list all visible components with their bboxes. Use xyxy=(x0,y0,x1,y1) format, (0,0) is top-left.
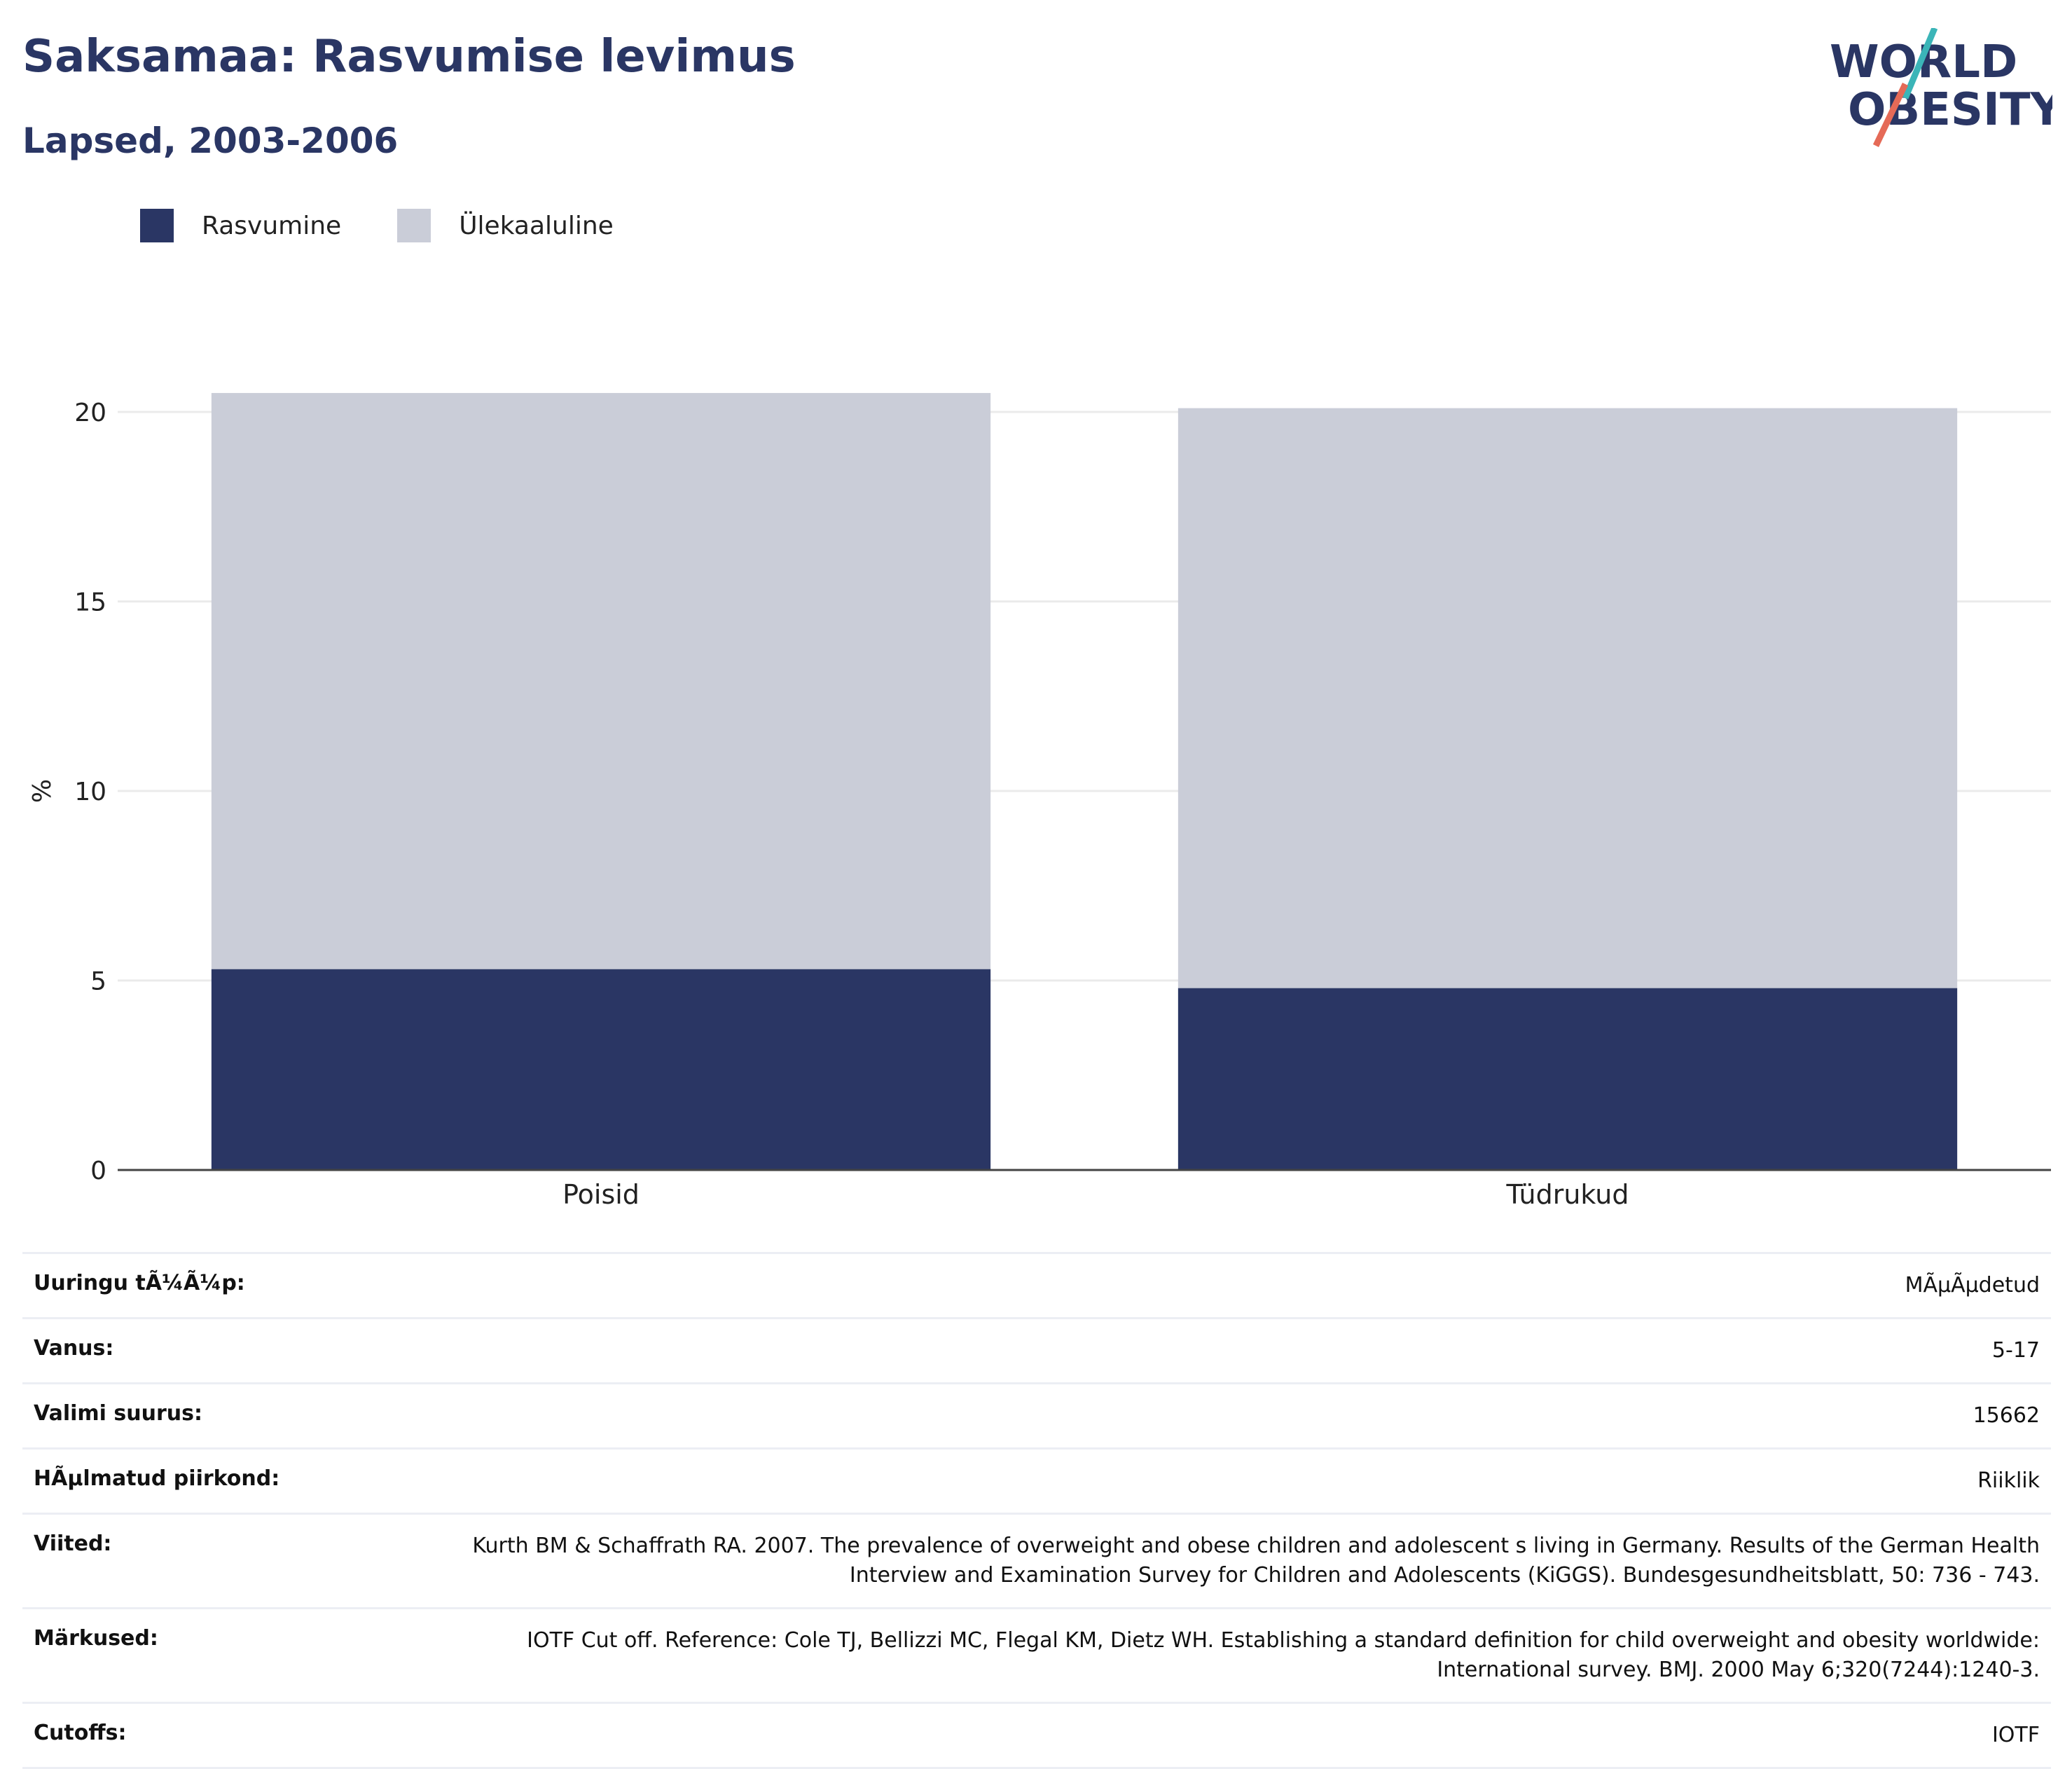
info-row: Uuringu tÃ¼Ã¼p: MÃµÃµdetud xyxy=(22,1252,2051,1317)
info-label: Uuringu tÃ¼Ã¼p: xyxy=(34,1271,245,1295)
legend-item-obesity: Rasvumine xyxy=(140,209,341,242)
survey-info-table: Uuringu tÃ¼Ã¼p: MÃµÃµdetud Vanus: 5-17 Valim… xyxy=(22,1252,2051,1769)
logo-slash-teal xyxy=(1902,28,1938,99)
info-value: Kurth BM & Schaffrath RA. 2007. The prev… xyxy=(472,1534,2040,1588)
chart-subtitle: Lapsed, 2003-2006 xyxy=(22,121,399,161)
info-value: 15662 xyxy=(1973,1403,2040,1428)
bar-obesity-1 xyxy=(211,969,991,1170)
legend-item-overweight: Ülekaaluline xyxy=(397,209,614,242)
info-label: Märkused: xyxy=(34,1626,158,1651)
y-axis-label: % xyxy=(28,779,57,803)
info-row: Märkused: IOTF Cut off. Reference: Cole T… xyxy=(22,1607,2051,1702)
info-label: Viited: xyxy=(34,1531,112,1556)
info-value: IOTF xyxy=(1991,1723,2040,1747)
info-label: Valimi suurus: xyxy=(34,1401,202,1426)
stacked-bar-chart: 0 5 10 15 20% Poisid Tüdrukud xyxy=(28,392,2051,1210)
info-value: Riiklik xyxy=(1977,1468,2040,1493)
logo-slash-coral xyxy=(1872,83,1909,147)
info-value: MÃµÃµdetud xyxy=(1905,1273,2040,1298)
info-label: Cutoffs: xyxy=(34,1721,127,1745)
bar-overweight-1 xyxy=(211,392,991,970)
x-category-label-1: Poisid xyxy=(562,1179,640,1210)
logo-word-obesity: OBESITY xyxy=(1848,84,2052,136)
info-row: Vanus: 5-17 xyxy=(22,1317,2051,1382)
chart-title: Saksamaa: Rasvumise levimus xyxy=(22,31,796,83)
chart-legend: Rasvumine Ülekaaluline xyxy=(140,209,670,242)
legend-label-obesity: Rasvumine xyxy=(202,211,342,240)
x-category-label-2: Tüdrukud xyxy=(1506,1179,1629,1210)
info-row: Viited: Kurth BM & Schaffrath RA. 2007. T… xyxy=(22,1513,2051,1607)
world-obesity-logo: WORLD OBESITY xyxy=(1830,28,2052,147)
bar-obesity-2 xyxy=(1177,988,1958,1170)
info-row: HÃµlmatud piirkond: Riiklik xyxy=(22,1447,2051,1513)
bar-overweight-2 xyxy=(1177,408,1958,989)
info-label: HÃµlmatud piirkond: xyxy=(34,1466,280,1491)
y-tick-label-20: 20 xyxy=(74,399,106,427)
y-tick-label-15: 15 xyxy=(74,588,106,617)
legend-swatch-obesity xyxy=(140,209,174,242)
y-tick-label-5: 5 xyxy=(90,968,106,996)
info-row: Cutoffs: IOTF xyxy=(22,1702,2051,1769)
y-tick-label-0: 0 xyxy=(90,1157,106,1185)
legend-swatch-overweight xyxy=(397,209,431,242)
info-value: IOTF Cut off. Reference: Cole TJ, Belliz… xyxy=(527,1628,2040,1682)
y-tick-label-10: 10 xyxy=(74,778,106,806)
info-label: Vanus: xyxy=(34,1336,114,1361)
info-row: Valimi suurus: 15662 xyxy=(22,1382,2051,1447)
info-value: 5-17 xyxy=(1991,1338,2040,1363)
legend-label-overweight: Ülekaaluline xyxy=(459,211,614,240)
